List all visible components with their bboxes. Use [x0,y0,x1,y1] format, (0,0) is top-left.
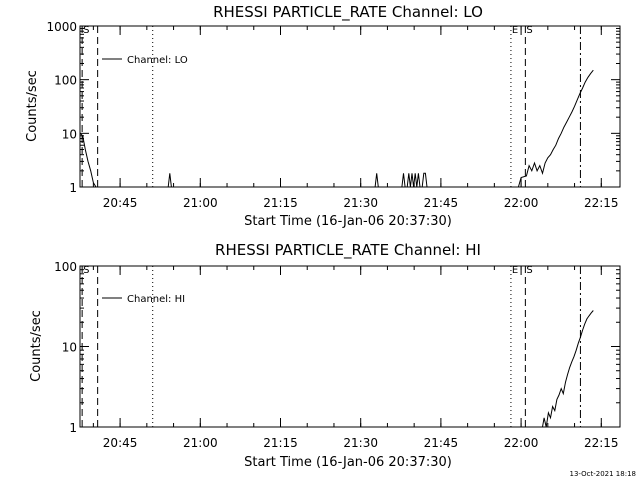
data-series-line [79,132,97,188]
y-axis-label: Counts/sec [25,70,40,142]
y-tick-label: 100 [54,74,77,88]
y-tick-label: 1000 [46,20,77,34]
event-marker-label: S [83,25,89,36]
y-axis-label: Counts/sec [29,310,44,382]
chart-title: RHESSI PARTICLE_RATE Channel: HI [215,241,481,260]
y-tick-label: 10 [62,127,77,141]
x-tick-label: 22:00 [504,196,539,210]
event-marker-label: S [526,265,532,276]
x-tick-label: 20:45 [103,196,138,210]
x-axis-label: Start Time (16-Jan-06 20:37:30) [244,455,452,470]
plot-frame [79,265,621,428]
footer-timestamp: 13-Oct-2021 18:18 [570,470,636,478]
y-tick-label: 10 [62,341,77,355]
x-tick-label: 21:30 [343,196,378,210]
x-tick-label: 20:45 [103,436,138,450]
x-tick-label: 21:45 [424,436,459,450]
x-tick-label: 21:15 [263,196,298,210]
event-marker-label: E [512,25,518,36]
event-marker-label: S [83,265,89,276]
x-axis-label: Start Time (16-Jan-06 20:37:30) [244,214,452,229]
y-tick-label: 1 [69,421,77,435]
x-tick-label: 21:15 [263,436,298,450]
x-tick-label: 21:00 [183,196,218,210]
x-tick-label: 22:15 [584,436,619,450]
data-series-line [374,173,379,188]
chart-panel-hi: RHESSI PARTICLE_RATE Channel: HI Counts/… [29,241,621,470]
legend-label: Channel: LO [127,55,188,66]
chart-panel-lo: RHESSI PARTICLE_RATE Channel: LO Counts/… [25,3,621,229]
x-tick-label: 21:45 [424,196,459,210]
y-tick-label: 1 [69,181,77,195]
x-tick-label: 21:00 [183,436,218,450]
dynamic-layer: 1 10 100 20:45 21:00 21:15 21:30 21:45 22:00 22:1… [54,260,620,450]
data-series-line [539,310,594,428]
data-series-line [167,173,172,188]
x-tick-label: 21:30 [343,436,378,450]
dynamic-layer: 1 10 100 1000 20:45 21:00 21:15 21:30 21:45 22:00… [46,20,620,210]
data-series-line [513,69,594,188]
plot-frame [79,25,621,188]
legend-label: Channel: HI [127,294,185,305]
data-series-line [401,172,428,188]
event-marker-label: E [512,265,518,276]
x-tick-label: 22:00 [504,436,539,450]
event-marker-label: S [526,25,532,36]
y-tick-label: 100 [54,260,77,274]
x-tick-label: 22:15 [584,196,619,210]
chart-title: RHESSI PARTICLE_RATE Channel: LO [213,3,483,22]
